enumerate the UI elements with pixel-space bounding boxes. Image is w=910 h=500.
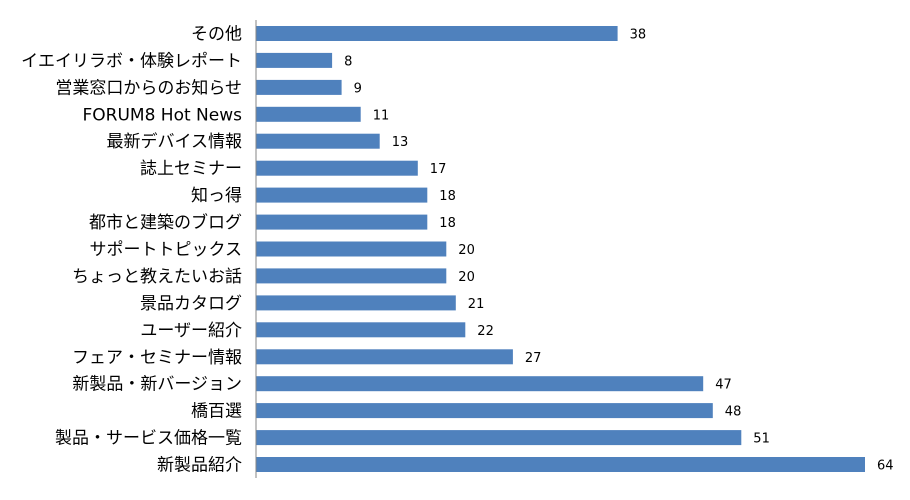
- bar: [256, 295, 456, 311]
- category-tick-label: 最新デバイス情報: [107, 131, 243, 152]
- bar: [256, 241, 447, 257]
- category-tick-label: ユーザー紹介: [140, 321, 242, 341]
- category-tick-label: 橋百選: [191, 402, 242, 422]
- category-tick-label: 製品・サービス価格一覧: [55, 429, 242, 449]
- category-tick-label: 新製品紹介: [157, 456, 242, 476]
- data-label: 48: [725, 405, 742, 420]
- bar: [256, 457, 865, 472]
- bar: [256, 376, 704, 392]
- bar: [256, 322, 466, 338]
- data-label: 8: [344, 54, 352, 69]
- data-label: 13: [392, 135, 409, 150]
- data-label: 47: [715, 378, 732, 393]
- bar: [256, 430, 742, 446]
- bar: [256, 26, 618, 41]
- data-label: 64: [877, 459, 894, 474]
- category-tick-label: 景品カタログ: [140, 294, 242, 314]
- category-tick-label: FORUM8 Hot News: [83, 105, 243, 125]
- data-label: 27: [525, 351, 542, 366]
- bar: [256, 187, 428, 203]
- category-tick-label: 誌上セミナー: [140, 159, 242, 179]
- category-tick-label: イエイリラボ・体験レポート: [21, 51, 242, 71]
- category-tick-label: 知っ得: [191, 186, 242, 206]
- data-label: 11: [373, 108, 390, 123]
- bar: [256, 214, 428, 230]
- category-tick-label: 都市と建築のブログ: [89, 212, 242, 233]
- data-label: 9: [354, 81, 362, 96]
- bar: [256, 349, 513, 365]
- category-tick-label: その他: [191, 25, 242, 45]
- bars-group: [256, 26, 865, 472]
- data-label: 22: [477, 324, 494, 339]
- category-tick-label: サポートトピックス: [90, 240, 243, 260]
- bar: [256, 106, 361, 122]
- category-tick-label: 営業窓口からのお知らせ: [55, 78, 242, 98]
- category-tick-label: ちょっと教えたいお話: [72, 267, 242, 287]
- data-label: 18: [439, 216, 456, 231]
- data-label: 17: [430, 162, 447, 177]
- category-tick-label: 新製品・新バージョン: [72, 375, 242, 395]
- data-label: 38: [630, 28, 647, 43]
- data-label: 20: [458, 243, 475, 258]
- data-label: 21: [468, 297, 485, 312]
- data-label: 20: [458, 270, 475, 285]
- bar: [256, 403, 713, 419]
- bar: [256, 52, 333, 68]
- data-label: 18: [439, 189, 456, 204]
- bar: [256, 79, 342, 95]
- category-tick-label: フェア・セミナー情報: [72, 348, 242, 368]
- data-label: 51: [753, 432, 770, 447]
- bar: [256, 160, 418, 176]
- bar: [256, 133, 380, 149]
- bar: [256, 268, 447, 284]
